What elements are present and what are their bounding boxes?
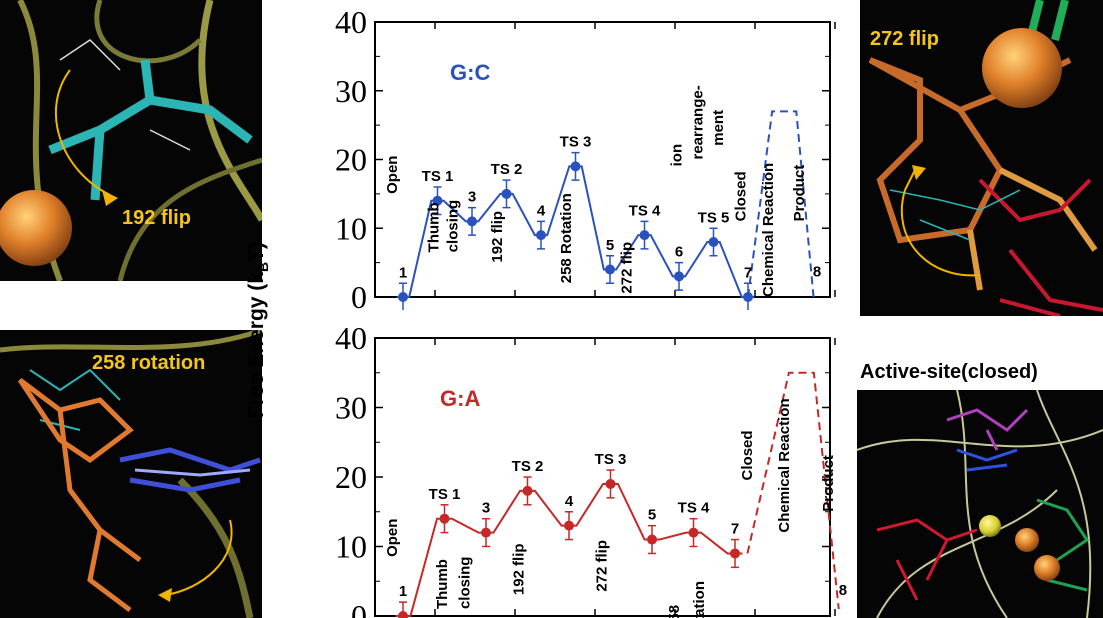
ga-point bbox=[522, 485, 533, 496]
label-active-site: Active-site(closed) bbox=[860, 361, 1038, 383]
gc-point bbox=[743, 292, 753, 302]
label-258-rotation: 258 rotation bbox=[92, 352, 206, 374]
gc-point-label: TS 1 bbox=[422, 168, 454, 185]
gc-point-label: 8 bbox=[813, 263, 821, 280]
ga-point bbox=[481, 527, 491, 538]
panel-active-site bbox=[857, 390, 1103, 618]
ga-ytick-label: 20 bbox=[335, 459, 367, 495]
ga-annotation: 192 flip bbox=[511, 543, 528, 595]
ga-point-label: TS 2 bbox=[512, 458, 544, 475]
gc-annotation: 258 Rotation bbox=[558, 193, 575, 283]
ga-point-label: TS 1 bbox=[429, 486, 461, 503]
gc-point-label: 5 bbox=[606, 237, 614, 254]
gc-point bbox=[639, 230, 650, 241]
ga-point bbox=[688, 527, 699, 538]
ga-point-label: 4 bbox=[565, 493, 574, 510]
gc-point bbox=[398, 292, 408, 302]
ga-annotation: rotation bbox=[691, 581, 708, 618]
ga-point-label: 1 bbox=[399, 583, 407, 600]
ga-annotation: Thumb bbox=[434, 559, 451, 609]
molecule-192-flip-image bbox=[0, 0, 262, 281]
gc-annotation: closing bbox=[444, 200, 461, 253]
molecule-258-rotation-image bbox=[0, 330, 262, 618]
gc-point bbox=[536, 230, 546, 241]
label-192-flip: 192 flip bbox=[122, 207, 191, 229]
gc-point-label: 7 bbox=[744, 264, 752, 281]
chart-ga: 0 10 20 30 40 G:A 1 TS 1 3 TS 2 4 TS 3 5 TS 4 7 8 Open Th… bbox=[335, 320, 847, 618]
gc-point bbox=[467, 216, 477, 227]
ga-point bbox=[439, 513, 450, 524]
panel-258-rotation: 258 rotation bbox=[0, 330, 262, 618]
gc-annotation: ion bbox=[669, 144, 686, 167]
gc-point bbox=[432, 195, 443, 206]
gc-point-label: TS 4 bbox=[629, 202, 661, 219]
gc-point-label: TS 5 bbox=[698, 209, 730, 226]
gc-ytick-label: 10 bbox=[335, 210, 367, 246]
gc-ytick-label: 20 bbox=[335, 142, 367, 178]
gc-reaction-line bbox=[747, 110, 815, 298]
label-272-flip: 272 flip bbox=[870, 28, 939, 50]
gc-point bbox=[501, 188, 512, 199]
molecule-active-site-image bbox=[857, 390, 1103, 618]
gc-annotation: 192 flip bbox=[489, 211, 506, 263]
gc-annotation: Thumb bbox=[425, 202, 442, 252]
gc-ytick-label: 30 bbox=[335, 73, 367, 109]
ga-ytick-label: 0 bbox=[351, 598, 367, 618]
ga-point-label: 3 bbox=[482, 500, 490, 517]
ga-annotation: Open bbox=[384, 519, 401, 557]
gc-annotation: ment bbox=[710, 110, 727, 146]
ga-point bbox=[398, 611, 408, 618]
ga-annotation: 258 bbox=[666, 605, 683, 618]
ga-annotation: Chemical Reaction bbox=[776, 398, 793, 532]
panel-192-flip: 192 flip bbox=[0, 0, 262, 281]
ga-point bbox=[605, 478, 616, 489]
gc-point-label: TS 3 bbox=[560, 134, 592, 151]
ga-annotation: closing bbox=[457, 557, 474, 610]
ga-ytick-label: 40 bbox=[335, 320, 367, 356]
gc-point-label: 4 bbox=[537, 202, 546, 219]
gc-annotation: Closed bbox=[732, 171, 749, 221]
ga-point-label: 5 bbox=[648, 507, 656, 524]
panel-272-flip: 272 flip bbox=[860, 0, 1103, 316]
gc-annotation: Chemical Reaction bbox=[760, 163, 777, 297]
ga-point-label: TS 4 bbox=[678, 500, 710, 517]
gc-point-label: 1 bbox=[399, 264, 407, 281]
ga-reaction-line bbox=[746, 371, 840, 610]
gc-point-label: 3 bbox=[468, 189, 476, 206]
gc-point bbox=[570, 161, 581, 172]
ga-point bbox=[564, 520, 574, 531]
y-axis-label: Free Energy (kBT) bbox=[244, 242, 272, 418]
ga-annotation: Closed bbox=[739, 430, 756, 480]
ga-point-label: 7 bbox=[731, 521, 739, 538]
ga-annotation: 272 flip bbox=[594, 540, 611, 592]
gc-point-label: 6 bbox=[675, 244, 683, 261]
ga-point-label: 8 bbox=[839, 582, 847, 599]
ga-annotation: Product bbox=[820, 455, 837, 512]
gc-point bbox=[605, 264, 615, 275]
gc-ytick-label: 0 bbox=[351, 279, 367, 310]
ga-ytick-label: 10 bbox=[335, 529, 367, 565]
ga-ytick-label: 30 bbox=[335, 390, 367, 426]
gc-annotation: Open bbox=[384, 156, 401, 194]
gc-point bbox=[708, 237, 719, 247]
gc-title: G:C bbox=[450, 60, 490, 85]
gc-point bbox=[674, 271, 684, 282]
ga-point-label: TS 3 bbox=[595, 451, 627, 468]
molecule-272-flip-image bbox=[860, 0, 1103, 316]
ga-point bbox=[730, 548, 740, 559]
gc-annotation: 272 flip bbox=[619, 242, 636, 294]
ga-point bbox=[647, 534, 657, 545]
chart-gc: 0 10 20 30 40 G:C 1 TS 1 3 TS 2 4 TS 3 5 TS 4 6 TS 5 7 8 O… bbox=[335, 4, 836, 310]
gc-point-label: TS 2 bbox=[491, 161, 523, 178]
gc-annotation: Product bbox=[791, 165, 808, 222]
gc-ytick-label: 40 bbox=[335, 4, 367, 40]
gc-annotation: rearrange- bbox=[689, 85, 706, 159]
ga-title: G:A bbox=[440, 386, 480, 411]
